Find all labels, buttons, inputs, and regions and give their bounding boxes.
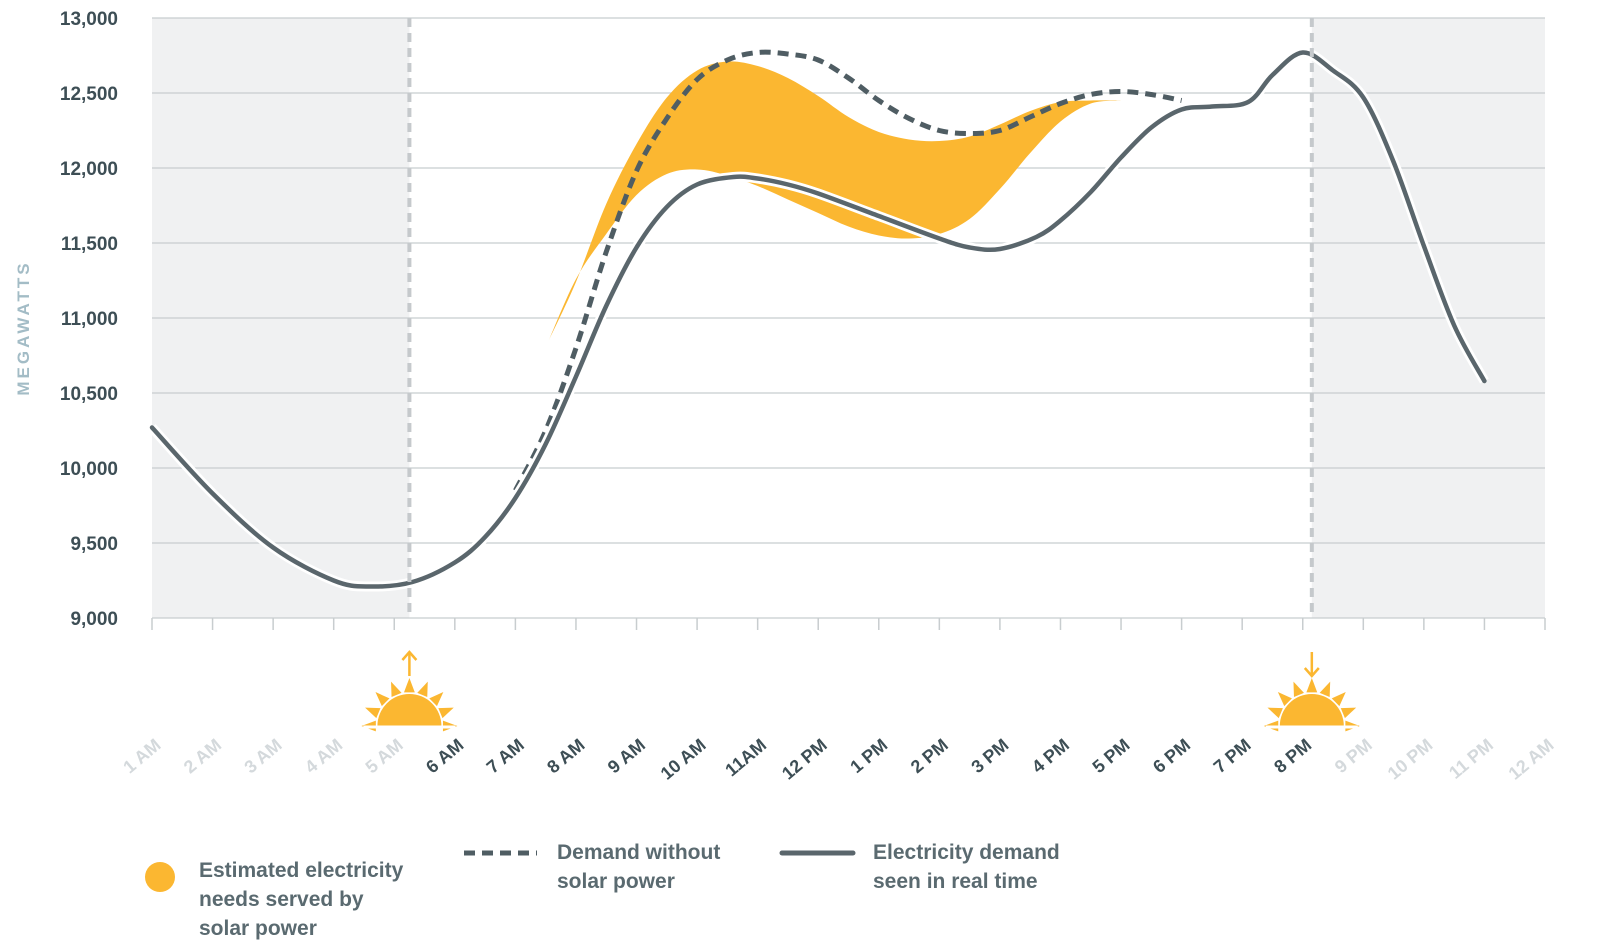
y-tick-label: 10,500 (60, 384, 118, 405)
x-tick-label: 10 PM (1384, 735, 1437, 784)
sunset-icon (1263, 652, 1360, 732)
y-tick-label: 9,500 (70, 534, 118, 555)
x-tick-label: 8 AM (543, 735, 588, 778)
x-tick-label: 6 AM (422, 735, 467, 778)
y-tick-labels: 9,000 9,500 10,000 10,500 11,000 11,500 12,000… (60, 9, 118, 630)
x-tick-label: 9 AM (604, 735, 649, 778)
legend-label-solar: Estimated electricity needs served by so… (199, 859, 404, 940)
real-time-demand-line (149, 50, 1487, 589)
x-tick-label: 1 PM (846, 735, 891, 777)
x-tick-label: 5 AM (362, 735, 407, 778)
x-tick-label: 8 PM (1270, 735, 1315, 777)
demand-without-solar-line (513, 49, 1183, 492)
x-tick-label: 12 AM (1505, 735, 1558, 784)
x-tick-label: 7 AM (483, 735, 528, 778)
x-tick-label: 11 PM (1445, 735, 1497, 783)
x-tick-label: 6 PM (1149, 735, 1194, 777)
y-tick-label: 9,000 (70, 609, 118, 630)
x-tick-label: 9 PM (1331, 735, 1376, 777)
legend-label-dashed: Demand without solar power (557, 841, 721, 893)
x-tick-label: 4 AM (301, 735, 346, 778)
x-tick-label: 4 PM (1028, 735, 1073, 777)
y-axis-label: MEGAWATTS (14, 260, 33, 395)
y-tick-label: 12,500 (60, 84, 118, 105)
legend-label-solid: Electricity demand seen in real time (873, 841, 1060, 893)
x-tick-label: 5 PM (1089, 735, 1134, 777)
x-tick-label: 2 AM (180, 735, 225, 778)
sun-markers (361, 18, 1360, 732)
y-tick-label: 11,000 (61, 309, 118, 330)
x-tick-label: 11AM (721, 735, 770, 781)
legend-item-solar: Estimated electricity needs served by so… (145, 859, 445, 942)
x-axis (151, 618, 1546, 630)
y-tick-label: 10,000 (60, 459, 118, 480)
y-tick-label: 13,000 (60, 9, 118, 30)
y-tick-label: 11,500 (61, 234, 118, 255)
series-lines (148, 47, 1489, 592)
x-tick-label: 2 PM (907, 735, 952, 777)
x-tick-label: 3 AM (240, 735, 285, 778)
x-tick-label: 10 AM (657, 735, 710, 784)
x-tick-label: 7 PM (1210, 735, 1255, 777)
x-tick-label: 1 AM (119, 735, 164, 778)
sunrise-icon (361, 650, 458, 732)
x-tick-label: 12 PM (778, 735, 831, 784)
x-tick-labels: 1 AM 2 AM 3 AM 4 AM 5 AM 6 AM 7 AM 8 AM 9 AM 10 A… (119, 735, 1557, 784)
x-tick-label: 3 PM (967, 735, 1012, 777)
solar-swatch-icon (145, 862, 175, 892)
y-tick-label: 12,000 (60, 159, 118, 180)
